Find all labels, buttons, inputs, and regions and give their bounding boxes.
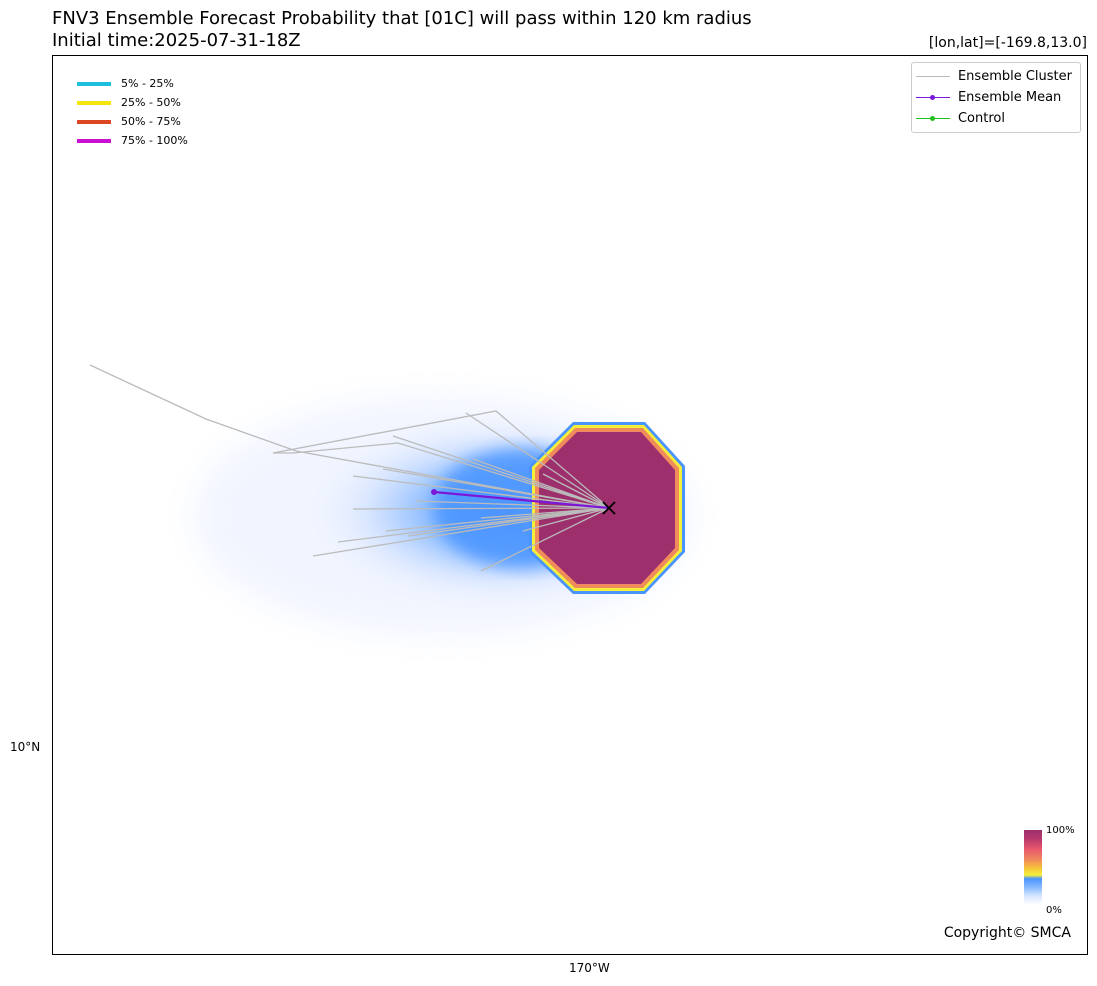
prob-legend-row-0: 5% - 25% bbox=[77, 74, 188, 93]
colorbar-min-label: 0% bbox=[1046, 905, 1062, 916]
map-title: FNV3 Ensemble Forecast Probability that … bbox=[52, 8, 752, 29]
coordinate-readout: [lon,lat]=[-169.8,13.0] bbox=[928, 35, 1087, 51]
probability-colorbar bbox=[1024, 830, 1042, 905]
ensemble-cluster-tracks bbox=[89, 364, 610, 572]
probability-legend: 5% - 25% 25% - 50% 50% - 75% 75% - 100% bbox=[77, 74, 188, 150]
track-label-cluster: Ensemble Cluster bbox=[957, 69, 1072, 84]
map-panel[interactable]: 5% - 25% 25% - 50% 50% - 75% 75% - 100% … bbox=[52, 55, 1088, 955]
prob-swatch-3 bbox=[77, 138, 111, 143]
prob-legend-row-3: 75% - 100% bbox=[77, 131, 188, 150]
prob-swatch-2 bbox=[77, 119, 111, 124]
prob-label-2: 50% - 75% bbox=[121, 115, 181, 128]
track-legend: Ensemble Cluster Ensemble Mean Control bbox=[910, 62, 1081, 133]
cluster-line-sample bbox=[915, 72, 950, 82]
initial-time: Initial time:2025-07-31-18Z bbox=[52, 30, 301, 51]
prob-label-1: 25% - 50% bbox=[121, 96, 181, 109]
prob-label-0: 5% - 25% bbox=[121, 77, 174, 90]
longitude-tick-label: 170°W bbox=[569, 961, 610, 975]
mean-line-sample bbox=[915, 93, 950, 103]
latitude-tick-label: 10°N bbox=[10, 740, 41, 754]
prob-swatch-1 bbox=[77, 100, 111, 105]
prob-legend-row-1: 25% - 50% bbox=[77, 93, 188, 112]
track-legend-row-control: Control bbox=[915, 108, 1072, 129]
control-line-sample bbox=[915, 114, 950, 124]
prob-legend-row-2: 50% - 75% bbox=[77, 112, 188, 131]
ensemble-mean-track bbox=[433, 490, 610, 510]
copyright-notice: Copyright© SMCA bbox=[943, 925, 1071, 941]
track-legend-row-cluster: Ensemble Cluster bbox=[915, 66, 1072, 87]
storm-position-marker bbox=[602, 501, 616, 515]
track-label-mean: Ensemble Mean bbox=[957, 90, 1062, 105]
ensemble-mean-endpoint bbox=[431, 489, 437, 495]
prob-swatch-0 bbox=[77, 81, 111, 86]
track-label-control: Control bbox=[957, 111, 1005, 126]
prob-label-3: 75% - 100% bbox=[121, 134, 188, 147]
track-legend-row-mean: Ensemble Mean bbox=[915, 87, 1072, 108]
probability-map bbox=[89, 364, 693, 636]
colorbar-max-label: 100% bbox=[1046, 825, 1075, 836]
